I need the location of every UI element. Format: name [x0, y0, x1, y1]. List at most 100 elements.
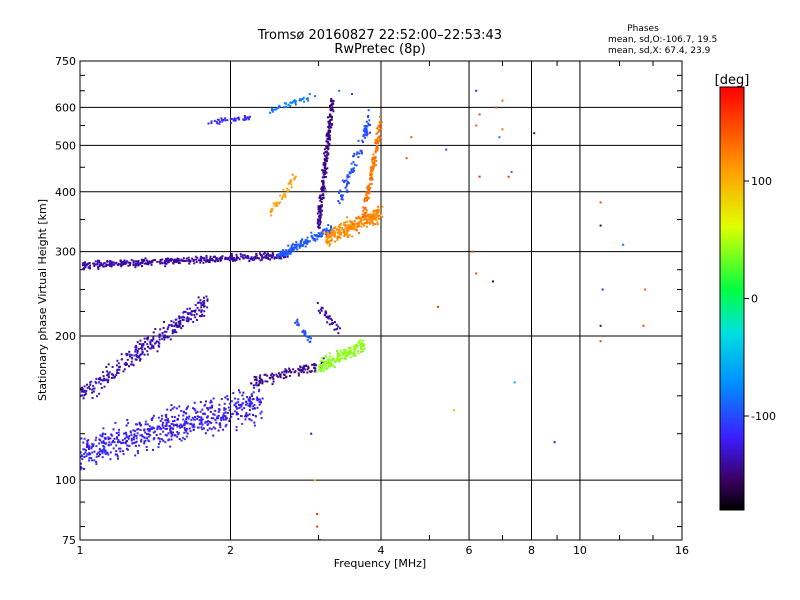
data-point — [330, 364, 333, 367]
data-point — [125, 447, 128, 450]
data-point — [252, 391, 255, 394]
data-point — [351, 225, 354, 228]
data-point — [103, 447, 106, 450]
data-point — [162, 334, 165, 337]
data-point — [82, 397, 85, 400]
data-point — [368, 213, 371, 216]
data-point — [149, 434, 152, 437]
data-point — [166, 419, 169, 422]
data-point — [226, 395, 229, 398]
data-point — [200, 306, 203, 309]
data-point — [320, 306, 323, 309]
data-point — [143, 337, 146, 340]
data-point — [198, 301, 201, 304]
data-point — [344, 233, 347, 236]
data-point — [313, 234, 316, 236]
data-point — [333, 227, 336, 229]
data-point — [368, 190, 371, 193]
data-point — [173, 419, 176, 422]
data-point — [200, 418, 203, 421]
data-point — [322, 232, 325, 235]
data-point — [242, 391, 245, 394]
data-point — [100, 441, 103, 444]
data-point — [329, 119, 332, 122]
data-point — [284, 369, 287, 372]
data-point — [363, 129, 366, 132]
data-point — [310, 370, 313, 373]
data-point — [343, 221, 346, 224]
data-point — [295, 320, 298, 323]
data-point — [91, 397, 94, 399]
data-point — [241, 408, 244, 411]
data-point — [220, 398, 223, 400]
data-point — [150, 339, 153, 342]
data-point — [369, 176, 372, 179]
data-point — [88, 446, 91, 449]
data-point — [371, 178, 374, 181]
data-point — [349, 346, 352, 349]
data-point — [156, 428, 159, 431]
data-point — [198, 416, 200, 419]
data-point — [117, 439, 120, 442]
data-point — [321, 180, 324, 183]
data-point — [346, 224, 349, 227]
data-point — [328, 136, 331, 139]
data-point — [329, 239, 332, 242]
data-point — [138, 343, 141, 345]
data-point — [319, 208, 322, 211]
data-point — [195, 313, 198, 316]
data-point — [163, 336, 165, 339]
data-point — [289, 105, 292, 107]
data-point — [95, 463, 98, 466]
data-point — [325, 362, 328, 365]
data-point — [259, 379, 261, 382]
data-point — [161, 258, 164, 261]
data-point — [169, 428, 171, 431]
data-point — [325, 150, 328, 153]
data-point — [317, 220, 320, 223]
data-point — [338, 190, 341, 193]
data-point — [201, 418, 204, 421]
data-point — [134, 350, 137, 353]
data-point — [180, 259, 183, 262]
data-point — [362, 141, 364, 144]
data-point — [363, 125, 366, 128]
data-point — [200, 256, 203, 259]
data-point — [322, 357, 325, 360]
data-point — [95, 436, 98, 439]
data-point — [125, 436, 128, 439]
data-point — [325, 364, 328, 367]
data-point — [127, 264, 130, 267]
data-point — [275, 373, 278, 376]
data-point — [150, 419, 153, 422]
data-point — [253, 256, 256, 259]
data-point — [378, 124, 381, 127]
data-point — [230, 400, 233, 403]
data-point — [147, 262, 150, 265]
data-point — [210, 258, 213, 261]
data-point — [350, 162, 353, 165]
data-point — [174, 329, 177, 332]
data-point — [84, 449, 87, 452]
data-point — [344, 348, 347, 351]
data-point — [310, 432, 313, 435]
colorbar-label: [deg] — [715, 73, 750, 88]
data-point — [109, 451, 112, 454]
data-point — [359, 344, 362, 347]
data-point — [319, 199, 322, 202]
data-point — [190, 318, 192, 321]
data-point — [83, 452, 86, 455]
data-point — [372, 224, 375, 227]
data-point — [89, 267, 92, 270]
data-point — [253, 258, 256, 261]
data-point — [166, 336, 169, 339]
data-point — [209, 401, 212, 404]
data-point — [299, 98, 302, 101]
data-point — [338, 191, 341, 194]
data-point — [87, 453, 90, 456]
data-point — [328, 323, 331, 326]
data-point — [343, 223, 346, 226]
data-point — [80, 466, 82, 469]
data-point — [132, 263, 135, 266]
data-point — [367, 185, 370, 188]
